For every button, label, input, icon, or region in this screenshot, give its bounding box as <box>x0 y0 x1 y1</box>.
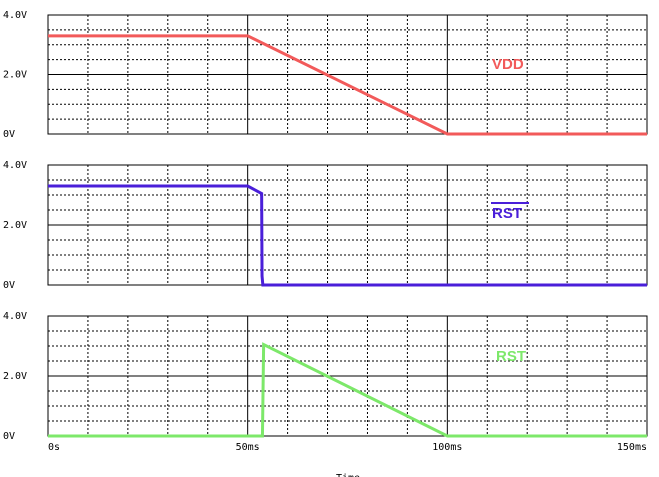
x-axis-title: Time <box>336 473 360 477</box>
y-tick-label: 4.0V <box>3 311 27 322</box>
series-label-2: RST <box>492 205 522 222</box>
series-line-3 <box>48 342 647 438</box>
y-tick-label: 0V <box>3 129 15 140</box>
y-tick-label: 4.0V <box>3 160 27 171</box>
series-label-1: VDD <box>492 56 524 73</box>
y-tick-label: 2.0V <box>3 70 27 81</box>
x-tick-label: 50ms <box>236 442 260 453</box>
series-line-1 <box>48 34 647 136</box>
plot-panel-2: 4.0V 2.0V 0V RST <box>3 160 648 291</box>
series-label-3: RST <box>496 348 526 365</box>
panel-frame <box>47 14 648 135</box>
y-tick-label: 2.0V <box>3 220 27 231</box>
y-tick-label: 0V <box>3 431 15 442</box>
panel-frame <box>47 315 648 437</box>
x-axis: 0s 50ms 100ms 150ms Time <box>48 442 647 477</box>
y-tick-label: 0V <box>3 280 15 291</box>
x-tick-label: 100ms <box>432 442 462 453</box>
series-line-2 <box>48 184 647 287</box>
y-tick-label: 4.0V <box>3 10 27 21</box>
x-tick-label: 150ms <box>617 442 647 453</box>
x-tick-label: 0s <box>48 442 60 453</box>
y-tick-label: 2.0V <box>3 371 27 382</box>
plot-panel-3: 4.0V 2.0V 0V RST <box>3 311 648 442</box>
plot-panel-1: 4.0V 2.0V 0V VDD <box>3 10 648 140</box>
